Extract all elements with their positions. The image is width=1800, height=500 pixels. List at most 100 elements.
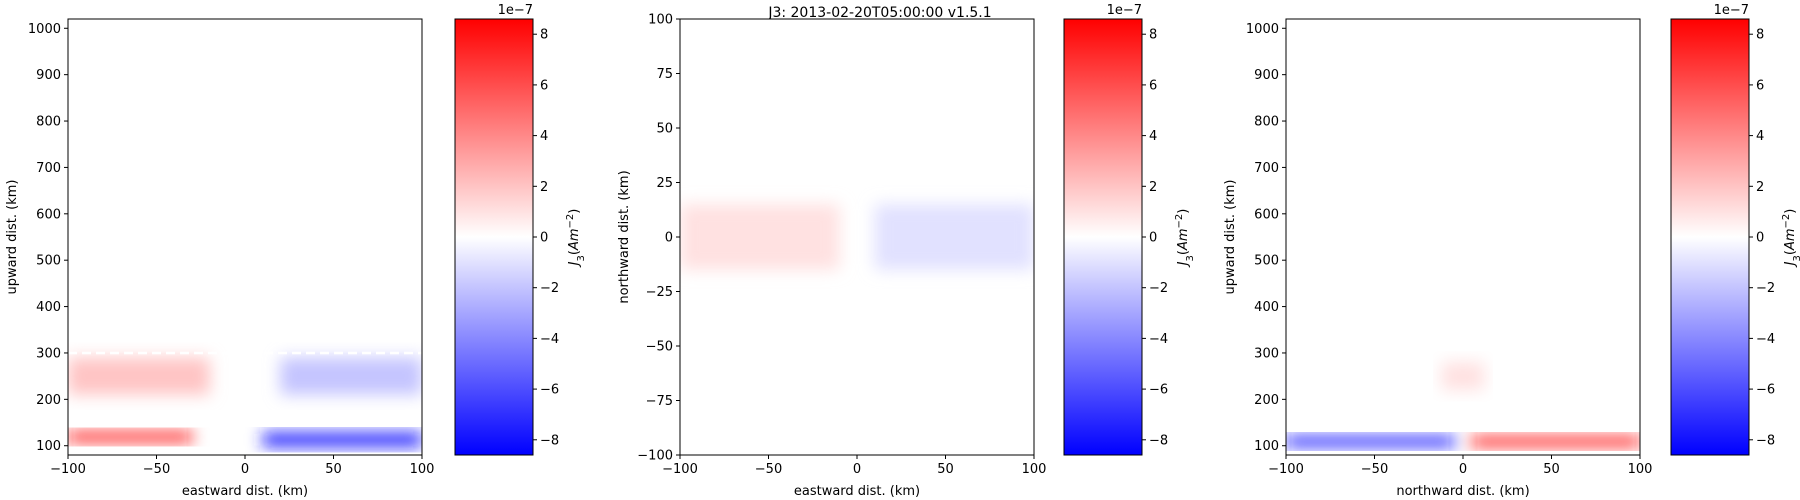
- x-tick-label: 0: [1459, 462, 1467, 477]
- heatmap-field: [680, 204, 1034, 270]
- colorbar-tick-label: −2: [1756, 281, 1775, 296]
- colorbar-gradient: [1670, 18, 1750, 456]
- colorbar-gradient: [1063, 18, 1143, 456]
- x-tick-label: −50: [143, 462, 170, 477]
- y-tick-label: 100: [1254, 439, 1279, 454]
- heatmap-cell-3: [68, 431, 192, 443]
- colorbar-tick-label: −2: [1149, 281, 1168, 296]
- y-tick-label: −25: [646, 285, 673, 300]
- colorbar-tick-label: 4: [1756, 129, 1764, 144]
- colorbar-tick-label: −8: [1756, 433, 1775, 448]
- colorbar: 8 6 4 2 0 −2 −4 −6 −8 1e−7 J3(Am−2): [1063, 3, 1196, 456]
- colorbar-tick-label: 8: [540, 28, 548, 43]
- colorbar-tick-label: −6: [1149, 383, 1168, 398]
- x-axis-label: northward dist. (km): [1396, 484, 1529, 499]
- colorbar-tick-label: 2: [1756, 180, 1764, 195]
- heatmap-cell-2: [1286, 436, 1455, 447]
- y-tick-label: 900: [36, 68, 61, 83]
- heatmap-cell-1: [1441, 362, 1485, 391]
- x-tick-label: 100: [1022, 462, 1047, 477]
- colorbar-tick-label: 4: [540, 129, 548, 144]
- colorbar-tick-label: 8: [1756, 28, 1764, 43]
- colorbar-tick-label: −8: [1149, 433, 1168, 448]
- x-tick-label: 50: [325, 462, 342, 477]
- heatmap-cell-1: [680, 204, 840, 270]
- colorbar-tick-label: −6: [540, 383, 559, 398]
- y-tick-label: −50: [646, 340, 673, 355]
- y-tick-label: 500: [1254, 254, 1279, 269]
- colorbar-tick-label: −4: [540, 332, 559, 347]
- colorbar-tick-label: 8: [1149, 28, 1157, 43]
- colorbar-tick-label: 2: [1149, 180, 1157, 195]
- y-tick-label: 100: [36, 439, 61, 454]
- y-axis-label: upward dist. (km): [1223, 180, 1238, 295]
- colorbar-tick-label: 2: [540, 180, 548, 195]
- y-tick-label: −75: [646, 394, 673, 409]
- x-axis-label: eastward dist. (km): [794, 484, 920, 499]
- y-tick-label: 100: [648, 13, 673, 28]
- colorbar-tick-label: −6: [1756, 383, 1775, 398]
- heatmap-cell-4: [262, 432, 422, 447]
- y-tick-label: 200: [36, 393, 61, 408]
- heatmap-cell-2: [874, 204, 1034, 270]
- x-tick-label: 50: [1543, 462, 1560, 477]
- x-tick-label: 0: [241, 462, 249, 477]
- colorbar-scale-label: 1e−7: [498, 3, 533, 18]
- colorbar-tick-label: −2: [540, 281, 559, 296]
- colorbar: 8 6 4 2 0 −2 −4 −6 −8 1e−7 J3(Am−2): [454, 3, 587, 456]
- colorbar-tick-label: 6: [1756, 78, 1764, 93]
- y-axis-label: upward dist. (km): [5, 180, 20, 295]
- figure-title: J3: 2013-02-20T05:00:00 v1.5.1: [767, 5, 991, 21]
- colorbar-tick-label: −8: [540, 433, 559, 448]
- y-tick-label: 900: [1254, 68, 1279, 83]
- x-tick-label: 100: [1628, 462, 1653, 477]
- colorbar-gradient: [454, 18, 534, 456]
- x-tick-label: 0: [853, 462, 861, 477]
- colorbar-label: J3(Am−2): [1781, 209, 1800, 269]
- y-tick-label: 300: [36, 346, 61, 361]
- y-tick-label: 25: [656, 176, 673, 191]
- colorbar-scale-label: 1e−7: [1107, 3, 1142, 18]
- heatmap-cell-3: [1471, 436, 1640, 447]
- colorbar-tick-label: 4: [1149, 129, 1157, 144]
- colorbar-tick-label: −4: [1756, 332, 1775, 347]
- y-tick-label: 0: [665, 231, 673, 246]
- y-tick-label: 600: [1254, 207, 1279, 222]
- y-tick-label: 1000: [1246, 22, 1279, 37]
- y-tick-label: −100: [637, 449, 673, 464]
- y-tick-label: 400: [1254, 300, 1279, 315]
- x-tick-label: −100: [50, 462, 86, 477]
- y-tick-label: 1000: [28, 22, 61, 37]
- x-tick-label: 100: [410, 462, 435, 477]
- y-axis-label: northward dist. (km): [617, 170, 632, 303]
- colorbar-tick-label: 6: [540, 78, 548, 93]
- heatmap-cell-1: [68, 357, 210, 395]
- colorbar-scale-label: 1e−7: [1714, 3, 1749, 18]
- y-tick-label: 300: [1254, 346, 1279, 361]
- y-tick-label: 200: [1254, 393, 1279, 408]
- x-tick-label: −50: [1361, 462, 1388, 477]
- heatmap-field: [68, 351, 422, 447]
- x-tick-label: −100: [1268, 462, 1304, 477]
- panel-3: −100 −50 0 50 100 100 200 300 400 500 600 700 800 900…: [1223, 3, 1800, 499]
- x-tick-label: −100: [662, 462, 698, 477]
- heatmap-field: [1286, 362, 1640, 447]
- x-tick-label: 50: [937, 462, 954, 477]
- colorbar-tick-label: 0: [1756, 231, 1764, 246]
- x-axis-label: eastward dist. (km): [182, 484, 308, 499]
- x-tick-label: −50: [755, 462, 782, 477]
- y-tick-label: 75: [656, 67, 673, 82]
- colorbar-tick-label: −4: [1149, 332, 1168, 347]
- y-tick-label: 800: [36, 115, 61, 130]
- colorbar-label: J3(Am−2): [1174, 209, 1196, 269]
- colorbar: 8 6 4 2 0 −2 −4 −6 −8 1e−7 J3(Am−2): [1670, 3, 1800, 456]
- y-tick-label: 600: [36, 207, 61, 222]
- colorbar-tick-label: 6: [1149, 78, 1157, 93]
- y-tick-label: 800: [1254, 115, 1279, 130]
- y-tick-label: 50: [656, 122, 673, 137]
- colorbar-tick-label: 0: [540, 231, 548, 246]
- y-tick-label: 700: [1254, 161, 1279, 176]
- heatmap-cell-2: [280, 357, 422, 395]
- y-tick-label: 400: [36, 300, 61, 315]
